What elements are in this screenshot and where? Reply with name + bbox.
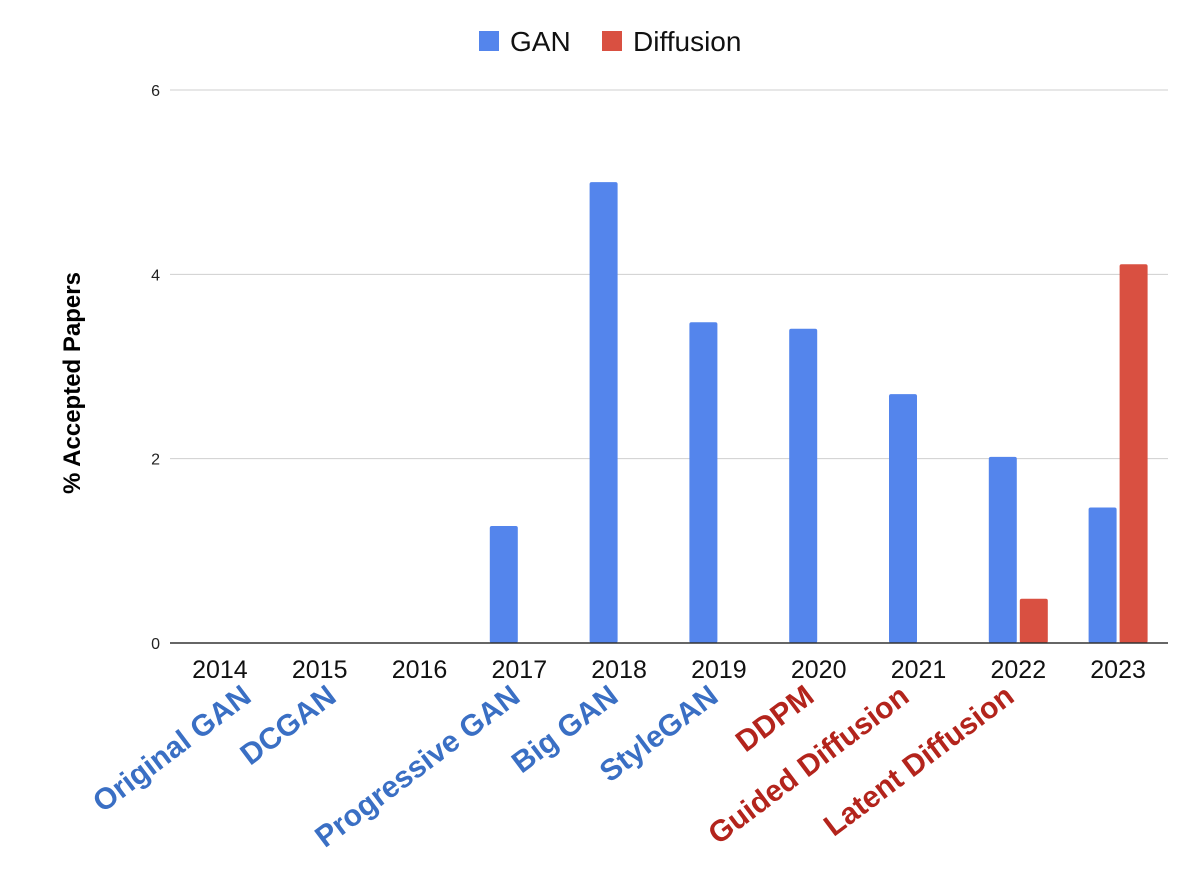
model-annotation: Latent Diffusion <box>818 679 1020 843</box>
x-tick-label: 2014 <box>192 656 248 684</box>
model-annotation: Original GAN <box>87 679 257 819</box>
legend-swatch-gan <box>479 31 499 51</box>
bar-diffusion-2023 <box>1119 264 1148 643</box>
x-tick-label: 2021 <box>891 656 947 684</box>
legend: GAN Diffusion <box>479 26 741 57</box>
bar-gan-2018 <box>589 182 618 643</box>
model-annotation: DCGAN <box>235 679 343 772</box>
y-axis-label: % Accepted Papers <box>59 272 86 494</box>
bar-gan-2023 <box>1088 507 1117 643</box>
x-tick-label: 2022 <box>990 656 1046 684</box>
grid <box>170 89 1168 460</box>
x-tick-label: 2018 <box>591 656 647 684</box>
bar-gan-2021 <box>889 394 917 643</box>
bars <box>489 182 1148 643</box>
bar-gan-2020 <box>789 328 818 643</box>
bar-gan-2017 <box>489 525 518 643</box>
x-tick-label: 2023 <box>1090 656 1146 684</box>
x-tick-label: 2017 <box>491 656 547 684</box>
bar-diffusion-2022 <box>1019 598 1048 643</box>
bar-gan-2022 <box>988 456 1017 643</box>
x-tick-label: 2019 <box>691 656 747 684</box>
y-tick-label: 2 <box>151 452 160 469</box>
legend-label-gan: GAN <box>510 26 571 57</box>
x-tick-label: 2015 <box>292 656 348 684</box>
y-tick-label: 4 <box>151 267 160 284</box>
y-tick-label: 0 <box>151 636 160 653</box>
bar-gan-2019 <box>689 322 718 643</box>
x-tick-label: 2020 <box>791 656 847 684</box>
y-tick-label: 6 <box>151 83 160 100</box>
x-tick-label: 2016 <box>392 656 448 684</box>
legend-label-diffusion: Diffusion <box>633 26 741 57</box>
legend-swatch-diffusion <box>602 31 622 51</box>
y-ticks: 0 2 4 6 <box>151 83 160 653</box>
x-ticks: 2014 2015 2016 2017 2018 2019 2020 2021 2022 2023 <box>192 656 1146 684</box>
